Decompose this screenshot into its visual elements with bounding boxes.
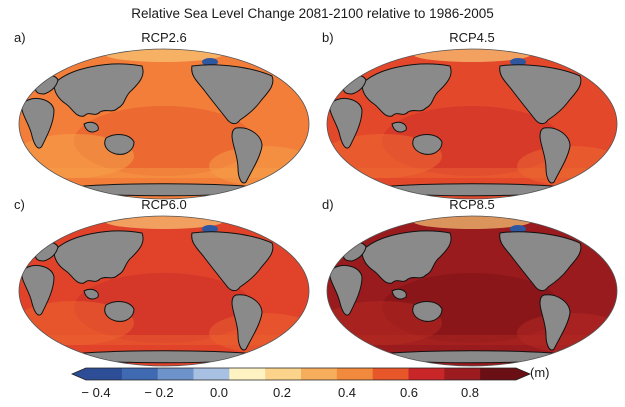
colorbar-segment — [301, 368, 338, 380]
land-greenland — [565, 222, 587, 238]
land-s-america — [539, 294, 571, 351]
panel-scenario: RCP2.6 — [141, 30, 187, 45]
globe-outline — [326, 215, 618, 367]
land-greenland — [565, 55, 587, 71]
hudson-bay-patch — [202, 225, 218, 233]
panel-d: d) RCP8.5 — [322, 197, 622, 367]
land-n-america — [499, 64, 582, 125]
southern-ocean-band — [19, 168, 309, 178]
arctic-negative-patch — [62, 217, 82, 225]
land-australia — [104, 301, 135, 322]
land-australia — [412, 301, 443, 322]
colorbar-tick: 0.6 — [399, 385, 419, 400]
southern-ocean-band — [19, 335, 309, 345]
colorbar-segment — [372, 368, 409, 380]
map-rcp26 — [18, 48, 310, 200]
land-n-america — [191, 64, 274, 125]
land-maritime-se-asia — [391, 288, 407, 300]
hudson-bay-patch — [510, 58, 526, 66]
colorbar-unit: (m) — [530, 365, 550, 380]
land-maritime-se-asia — [83, 121, 99, 133]
colorbar-left-arrow — [72, 368, 86, 380]
land-asia — [361, 63, 452, 117]
land-antarctica — [53, 183, 275, 197]
land-maritime-se-asia — [83, 288, 99, 300]
arctic-negative-patch — [62, 50, 82, 58]
colorbar-segment — [86, 368, 123, 380]
land-antarctica — [361, 350, 583, 364]
land-n-america — [191, 231, 274, 292]
colorbar-tick: 0.8 — [460, 385, 480, 400]
land-n-america — [499, 231, 582, 292]
colorbar-tick: − 0.4 — [81, 385, 111, 400]
map-content — [327, 49, 617, 199]
map-content — [327, 216, 617, 366]
globe-outline — [18, 48, 310, 200]
colorbar: − 0.4 − 0.2 0.0 0.2 0.4 0.6 0.8 (m) — [70, 365, 550, 406]
land-maritime-se-asia — [391, 121, 407, 133]
colorbar-right-arrow — [516, 368, 530, 380]
southern-ocean-band — [327, 168, 617, 178]
colorbar-segment — [121, 368, 159, 380]
colorbar-segment — [336, 368, 374, 380]
colorbar-segment — [444, 368, 481, 380]
land-greenland — [257, 222, 279, 238]
land-antarctica — [361, 183, 583, 197]
land-s-america — [539, 127, 571, 184]
map-rcp60 — [18, 215, 310, 367]
colorbar-scale — [70, 367, 532, 381]
colorbar-tick: 0.0 — [209, 385, 229, 400]
panel-label: d) — [322, 197, 334, 212]
panel-scenario: RCP4.5 — [449, 30, 495, 45]
colorbar-segment — [480, 368, 517, 380]
land-s-america — [231, 294, 263, 351]
figure-title: Relative Sea Level Change 2081-2100 rela… — [131, 6, 494, 21]
colorbar-segment — [265, 368, 302, 380]
hudson-bay-patch — [202, 58, 218, 66]
colorbar-segment — [408, 368, 445, 380]
map-rcp85 — [326, 215, 618, 367]
panel-scenario: RCP8.5 — [449, 197, 495, 212]
land-s-america — [231, 127, 263, 184]
land-asia — [361, 230, 452, 284]
map-rcp45 — [326, 48, 618, 200]
panel-label: b) — [322, 30, 334, 45]
arctic-negative-patch — [370, 217, 390, 225]
panel-label: c) — [14, 197, 25, 212]
colorbar-outline — [70, 367, 532, 381]
arctic-negative-patch — [370, 50, 390, 58]
panel-a: a) RCP2.6 — [14, 30, 314, 200]
panel-label: a) — [14, 30, 26, 45]
map-content — [19, 216, 309, 366]
colorbar-segment — [157, 368, 194, 380]
globe-outline — [18, 215, 310, 367]
land-antarctica — [53, 350, 275, 364]
colorbar-tick: 0.4 — [337, 385, 357, 400]
land-asia — [53, 230, 144, 284]
colorbar-tick: − 0.2 — [144, 385, 174, 400]
panel-c: c) RCP6.0 — [14, 197, 314, 367]
panel-scenario: RCP6.0 — [141, 197, 187, 212]
globe-outline — [326, 48, 618, 200]
map-content — [19, 49, 309, 199]
colorbar-segment — [229, 368, 266, 380]
land-australia — [104, 134, 135, 155]
colorbar-tick: 0.2 — [272, 385, 292, 400]
panel-b: b) RCP4.5 — [322, 30, 622, 200]
colorbar-segment — [193, 368, 230, 380]
southern-ocean-band — [327, 335, 617, 345]
land-greenland — [257, 55, 279, 71]
land-australia — [412, 134, 443, 155]
hudson-bay-patch — [510, 225, 526, 233]
land-asia — [53, 63, 144, 117]
